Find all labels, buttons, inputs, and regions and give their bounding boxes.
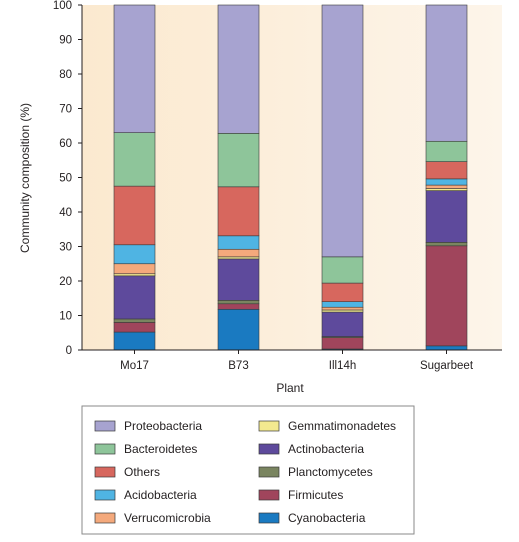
legend-item-verrucomicrobia: Verrucomicrobia: [94, 511, 211, 525]
legend-item-cyanobacteria: Cyanobacteria: [258, 511, 366, 525]
legend-label: Gemmatimonadetes: [288, 419, 396, 433]
legend: Proteobacteria Bacteroidetes Others Acidoba…: [94, 419, 396, 525]
legend-swatch: [94, 466, 116, 478]
bar-segment-bacteroidetes-sugarbeet: [425, 140, 468, 162]
bar-segment-planctomycetes-sugarbeet: [425, 242, 468, 247]
legend-label: Verrucomicrobia: [124, 511, 211, 525]
bar-segment-proteobacteria-sugarbeet: [425, 4, 468, 142]
legend-item-actinobacteria: Actinobacteria: [258, 442, 364, 456]
bar-segment-verrucomicrobia-sugarbeet: [425, 184, 468, 189]
bar-stack-ill14h: [321, 4, 364, 351]
legend-label: Acidobacteria: [124, 488, 197, 502]
y-tick-label: 30: [59, 242, 72, 254]
axes-layer: 0 10 20 30 40 50 60 70 80 90 100 Mo17 B73 Ill14h Sugar…: [53, 0, 502, 372]
legend-label: Firmicutes: [288, 488, 343, 502]
bar-segment-proteobacteria-ill14h: [321, 4, 364, 258]
bar-segment-verrucomicrobia-mo17: [113, 263, 156, 275]
y-tick-label: 70: [59, 104, 72, 116]
legend-swatch: [94, 489, 116, 501]
legend-swatch: [94, 512, 116, 524]
bar-segment-bacteroidetes-b73: [217, 133, 260, 188]
legend-item-firmicutes: Firmicutes: [258, 488, 343, 502]
bar-segment-others-ill14h: [321, 282, 364, 303]
bar-segment-acidobacteria-mo17: [113, 244, 156, 265]
bar-segment-actinobacteria-sugarbeet: [425, 190, 468, 243]
bar-segment-bacteroidetes-mo17: [113, 132, 156, 187]
legend-swatch: [258, 489, 280, 501]
bar-segment-firmicutes-mo17: [113, 322, 156, 333]
legend-swatch: [258, 420, 280, 432]
bar-segment-bacteroidetes-ill14h: [321, 256, 364, 284]
legend-item-acidobacteria: Acidobacteria: [94, 488, 197, 502]
bar-segment-gemmatimonadetes-ill14h: [321, 309, 364, 313]
x-tick-label: Sugarbeet: [420, 360, 474, 372]
legend-label: Others: [124, 465, 160, 479]
bar-segment-firmicutes-sugarbeet: [425, 245, 468, 347]
bar-segment-gemmatimonadetes-b73: [217, 256, 260, 260]
legend-box: [81, 405, 415, 535]
y-tick-label: 90: [59, 35, 72, 47]
x-tick-label: Mo17: [120, 360, 149, 372]
bar-segment-others-b73: [217, 186, 260, 237]
bar-segment-firmicutes-b73: [217, 303, 260, 310]
y-tick-label: 40: [59, 207, 72, 219]
bar-segment-acidobacteria-b73: [217, 235, 260, 250]
legend-item-planctomycetes: Planctomycetes: [258, 465, 373, 479]
bar-segment-planctomycetes-b73: [217, 300, 260, 305]
x-tick-label: Ill14h: [329, 360, 357, 372]
bar-segment-gemmatimonadetes-sugarbeet: [425, 188, 468, 191]
legend-label: Proteobacteria: [124, 419, 202, 433]
legend-swatch: [94, 443, 116, 455]
bar-segment-cyanobacteria-mo17: [113, 331, 156, 351]
bar-segment-firmicutes-ill14h: [321, 337, 364, 350]
x-axis-title: Plant: [276, 381, 304, 395]
legend-item-gemmatimonadetes: Gemmatimonadetes: [258, 419, 396, 433]
bars-layer: [113, 4, 468, 351]
bar-segment-verrucomicrobia-b73: [217, 248, 260, 258]
bar-segment-actinobacteria-ill14h: [321, 311, 364, 337]
y-tick-label: 60: [59, 138, 72, 150]
legend-label: Planctomycetes: [288, 465, 373, 479]
legend-label: Bacteroidetes: [124, 442, 197, 456]
bar-segment-cyanobacteria-sugarbeet: [425, 345, 468, 351]
bar-stack-b73: [217, 4, 260, 351]
bar-segment-acidobacteria-sugarbeet: [425, 178, 468, 186]
x-tick-label: B73: [228, 360, 248, 372]
bar-segment-others-sugarbeet: [425, 161, 468, 180]
bar-segment-planctomycetes-mo17: [113, 318, 156, 323]
bar-segment-cyanobacteria-b73: [217, 308, 260, 351]
legend-swatch: [258, 443, 280, 455]
y-tick-label: 50: [59, 173, 72, 185]
legend-swatch: [258, 466, 280, 478]
y-tick-label: 10: [59, 311, 72, 323]
bar-segment-actinobacteria-b73: [217, 258, 260, 301]
bar-segment-proteobacteria-mo17: [113, 4, 156, 133]
bar-segment-acidobacteria-ill14h: [321, 301, 364, 308]
y-tick-label: 100: [53, 0, 72, 12]
legend-label: Cyanobacteria: [288, 511, 366, 525]
legend-item-proteobacteria: Proteobacteria: [94, 419, 202, 433]
legend-label: Actinobacteria: [288, 442, 364, 456]
bar-segment-gemmatimonadetes-mo17: [113, 273, 156, 277]
bar-segment-verrucomicrobia-ill14h: [321, 306, 364, 311]
y-tick-label: 0: [66, 345, 72, 357]
bar-stack-sugarbeet: [425, 4, 468, 351]
y-tick-label: 80: [59, 69, 72, 81]
bar-segment-proteobacteria-b73: [217, 4, 260, 134]
legend-swatch: [94, 420, 116, 432]
bar-segment-others-mo17: [113, 185, 156, 246]
legend-item-others: Others: [94, 465, 160, 479]
bar-stack-mo17: [113, 4, 156, 351]
y-axis-title: Community composition (%): [18, 103, 32, 253]
legend-swatch: [258, 512, 280, 524]
legend-item-bacteroidetes: Bacteroidetes: [94, 442, 197, 456]
y-tick-label: 20: [59, 276, 72, 288]
bar-segment-actinobacteria-mo17: [113, 275, 156, 320]
